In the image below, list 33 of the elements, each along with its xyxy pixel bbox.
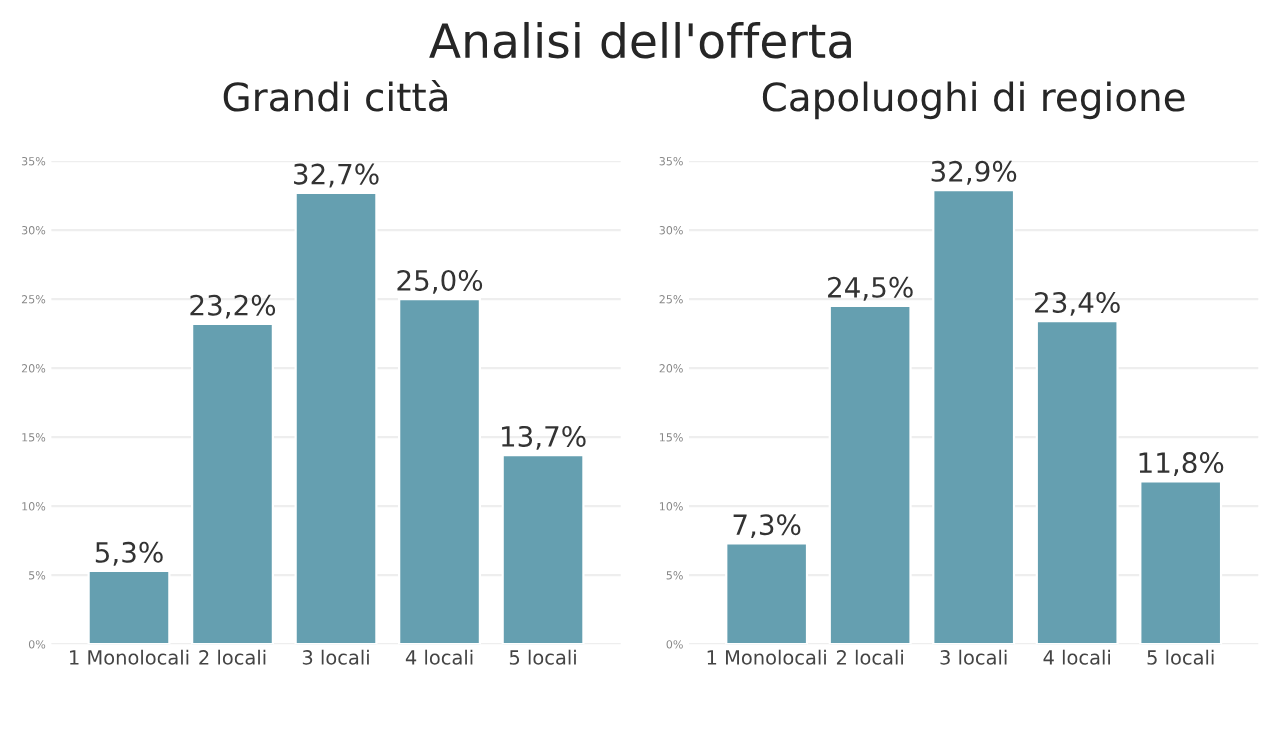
data-label: 24,5% bbox=[828, 276, 913, 301]
data-label: 7,3% bbox=[733, 514, 801, 539]
x-tick-label: 4 locali bbox=[405, 649, 473, 665]
data-label: 13,7% bbox=[501, 425, 586, 450]
data-label: 25,0% bbox=[397, 269, 483, 294]
bar bbox=[191, 322, 274, 645]
x-tick-label: 2 locali bbox=[199, 649, 266, 665]
bar bbox=[398, 297, 482, 645]
bar bbox=[294, 191, 378, 645]
x-tick-label: 4 locali bbox=[1043, 649, 1110, 665]
chart-title: Capoluoghi di regione bbox=[762, 81, 1185, 120]
data-label: 23,2% bbox=[190, 294, 276, 319]
bar bbox=[501, 453, 585, 645]
x-tick-label: 5 locali bbox=[1147, 649, 1214, 665]
data-label: 32,9% bbox=[931, 160, 1017, 185]
data-label: 5,3% bbox=[95, 541, 163, 566]
x-tick-label: 1 Monolocali bbox=[70, 649, 189, 665]
data-label: 11,8% bbox=[1139, 452, 1224, 476]
data-label: 23,4% bbox=[1035, 291, 1120, 316]
x-tick-label: 3 locali bbox=[940, 649, 1007, 665]
bar bbox=[1139, 480, 1223, 645]
x-tick-label: 2 locali bbox=[836, 649, 903, 665]
x-tick-label: 1 Monolocali bbox=[707, 649, 826, 665]
chart-title: Grandi città bbox=[223, 79, 447, 112]
bar bbox=[725, 542, 809, 645]
bar bbox=[932, 188, 1016, 645]
data-label: 32,7% bbox=[294, 163, 379, 188]
x-tick-label: 3 locali bbox=[302, 649, 369, 665]
text: Analisi dell'offerta bbox=[429, 21, 851, 59]
bar bbox=[87, 569, 171, 645]
x-tick-label: 5 locali bbox=[509, 649, 576, 665]
bar bbox=[828, 304, 912, 645]
bar bbox=[1035, 320, 1119, 645]
